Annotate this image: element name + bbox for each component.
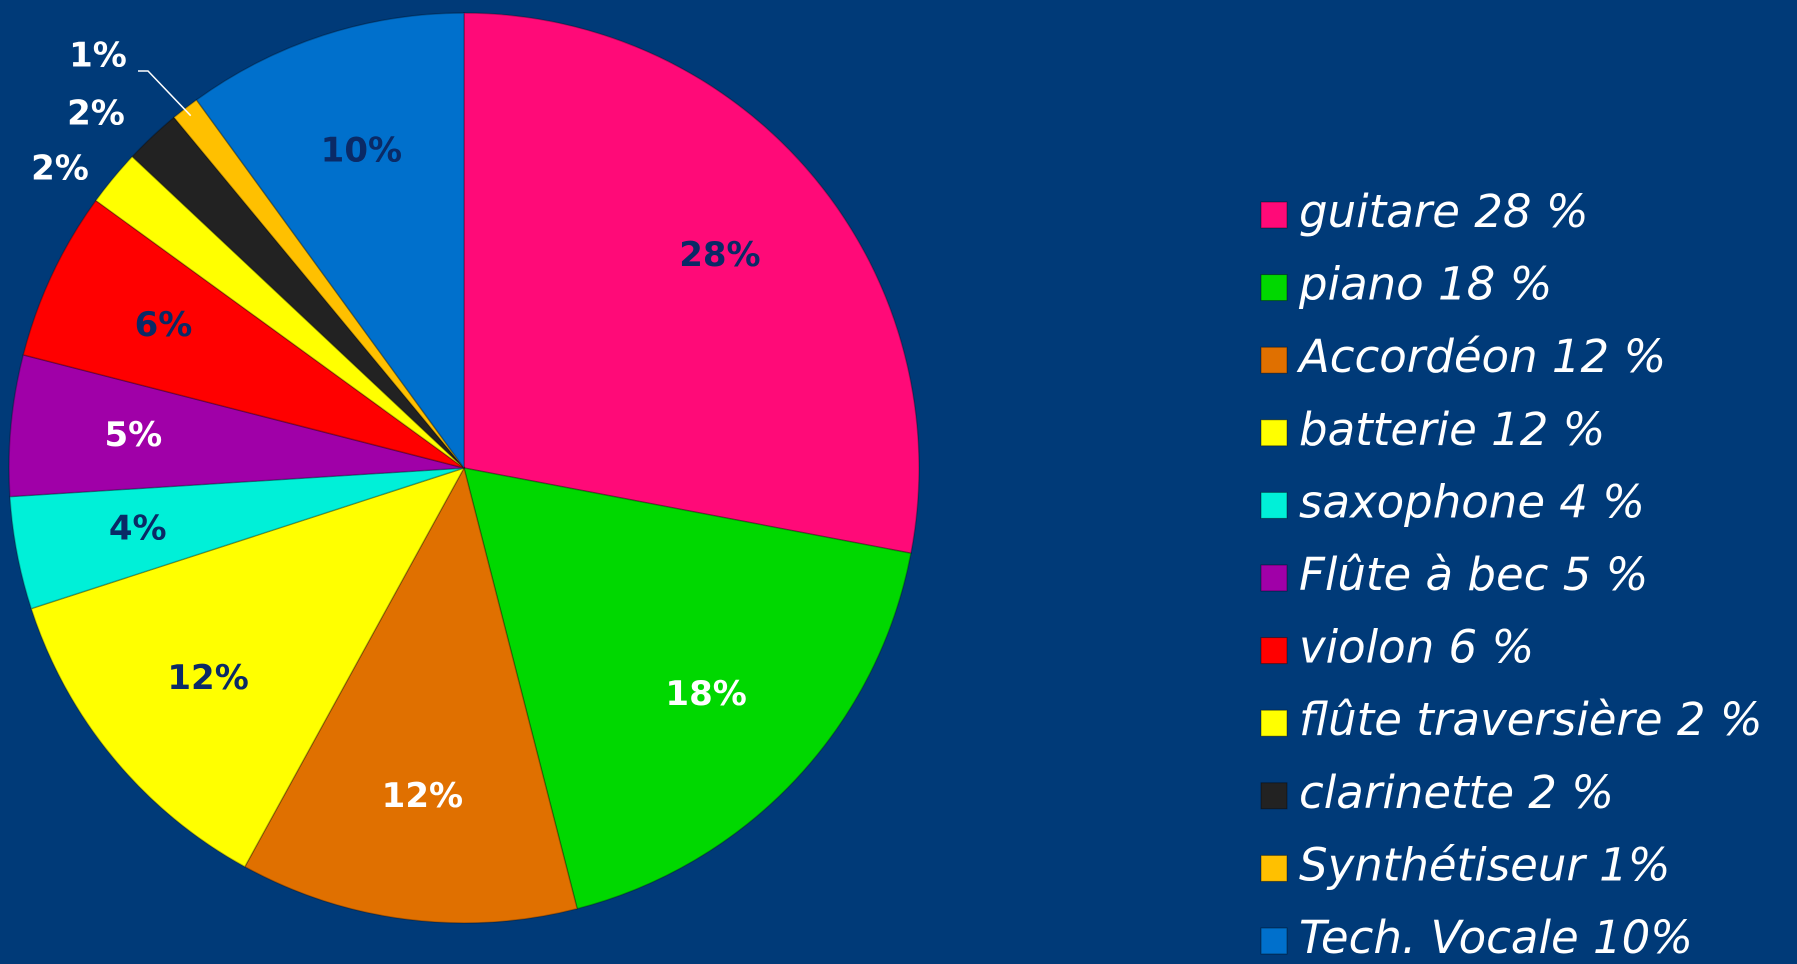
data-label: 4% — [109, 509, 167, 549]
data-label: 2% — [31, 149, 89, 189]
legend-label: batterie 12 % — [1299, 403, 1605, 456]
data-label: 1% — [69, 36, 127, 76]
legend-swatch — [1260, 419, 1288, 447]
pie-slice — [463, 12, 920, 555]
pie-slice — [22, 199, 465, 469]
data-label: 2% — [67, 94, 125, 134]
legend-label: piano 18 % — [1298, 258, 1552, 311]
pie-slice — [172, 98, 465, 469]
data-label: 12% — [382, 776, 463, 816]
legend-label: Tech. Vocale 10% — [1299, 911, 1693, 964]
legend-swatch — [1260, 782, 1288, 810]
pie-slice — [131, 116, 465, 469]
legend-label: Synthétiseur 1% — [1299, 838, 1671, 891]
legend-swatch — [1260, 491, 1288, 519]
pie-slice — [9, 467, 465, 610]
pie-slice — [243, 465, 579, 924]
legend-swatch — [1260, 346, 1288, 374]
legend-swatch — [1260, 854, 1288, 882]
legend-swatch — [1260, 637, 1288, 665]
legend-label: clarinette 2 % — [1299, 766, 1614, 819]
leader-line — [138, 70, 192, 117]
pie-slice — [8, 353, 465, 498]
data-label: 5% — [104, 415, 162, 455]
legend-swatch — [1260, 201, 1288, 229]
pie-slice — [30, 466, 466, 868]
data-label: 6% — [135, 305, 193, 345]
pie-slice — [195, 12, 465, 471]
legend-label: violon 6 % — [1299, 621, 1534, 674]
legend-swatch — [1260, 564, 1288, 592]
legend-swatch — [1260, 274, 1288, 302]
data-label: 12% — [167, 658, 248, 698]
legend-swatch — [1260, 927, 1288, 955]
legend-label: Accordéon 12 % — [1296, 330, 1666, 383]
legend-label: saxophone 4 % — [1299, 475, 1645, 528]
data-label: 28% — [679, 235, 760, 275]
data-label: 18% — [665, 674, 746, 714]
legend-label: Flûte à bec 5 % — [1299, 548, 1648, 601]
legend-label: flûte traversière 2 % — [1299, 693, 1763, 746]
pie-slice — [462, 467, 912, 910]
legend-label: guitare 28 % — [1299, 185, 1589, 238]
legend-swatch — [1260, 709, 1288, 737]
pie-slice — [94, 155, 465, 469]
data-label: 10% — [321, 131, 402, 171]
